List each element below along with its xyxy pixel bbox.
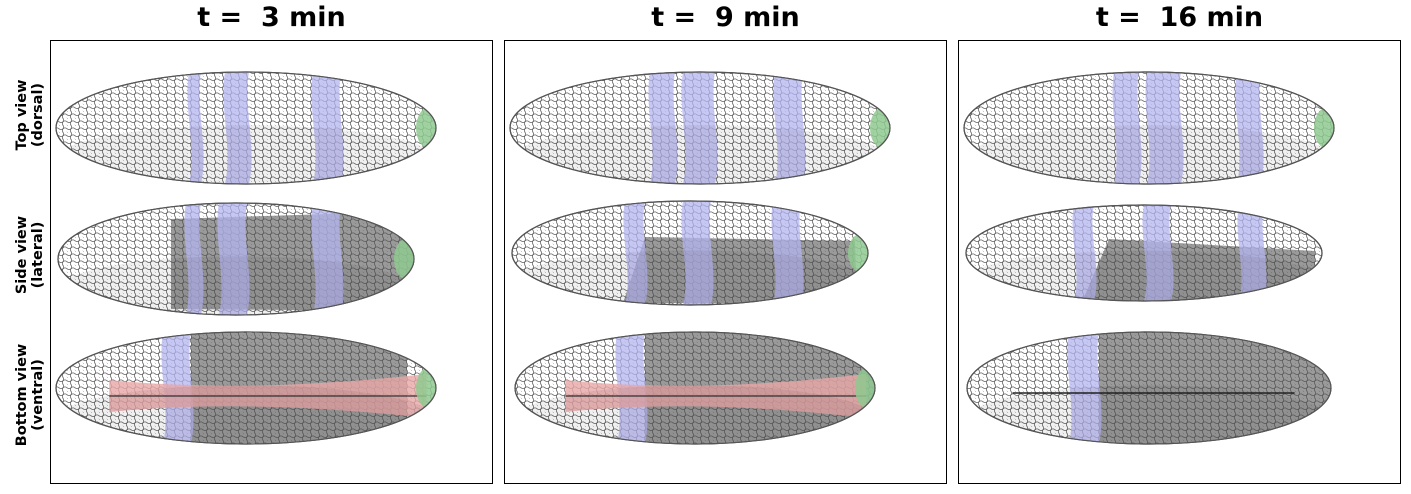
embryo-top-view-t9-stripe-2 (681, 72, 718, 184)
embryo-top-view-t9 (509, 71, 891, 185)
embryo-bottom-view-t3 (55, 331, 437, 445)
row-label-side-view: Side view (lateral) (14, 180, 46, 330)
embryo-side-view-t16 (965, 204, 1323, 302)
embryo-side-view-t9 (511, 200, 869, 306)
embryo-bottom-view-t9-posterior-pole (855, 366, 875, 410)
row-label-bottom-line2: (ventral) (30, 359, 46, 431)
embryo-bottom-view-t16-mesoderm-region (1099, 332, 1331, 444)
embryo-side-view-t9-stripe-2 (681, 201, 714, 305)
embryo-top-view-t3 (55, 71, 437, 185)
embryo-top-view-t3-stripe-3 (311, 72, 344, 184)
embryo-side-view-t3 (57, 202, 415, 316)
embryo-top-view-t3-stripe-2 (223, 72, 252, 184)
embryo-top-view-t9-stripe-1 (648, 72, 678, 184)
panel-t3 (50, 40, 493, 484)
row-label-side-line2: (lateral) (30, 221, 46, 289)
embryo-top-view-t9-stripe-3 (773, 72, 806, 184)
embryo-side-view-t3-stripe-2 (217, 203, 250, 315)
embryo-side-view-t9-stripe-3 (771, 201, 804, 305)
embryo-side-view-t9-posterior-pole (848, 233, 868, 273)
column-title-t16: t = 16 min (1095, 2, 1264, 33)
embryo-side-view-t16-stripe-1 (1072, 205, 1097, 301)
column-title-t3: t = 3 min (197, 2, 346, 33)
row-label-top-view: Top view (dorsal) (14, 40, 46, 190)
row-label-bottom-view: Bottom view (ventral) (14, 320, 46, 470)
embryo-top-view-t16-stripe-1 (1112, 72, 1142, 184)
panel-t9 (504, 40, 947, 484)
embryo-top-view-t16-posterior-pole (1314, 106, 1334, 150)
embryo-side-view-t16-stripe-3 (1237, 205, 1267, 301)
panel-t16 (958, 40, 1401, 484)
embryo-views-t3 (55, 71, 437, 445)
embryo-top-view-t9-posterior-pole (870, 106, 890, 150)
embryo-bottom-view-t9 (514, 331, 876, 445)
embryo-side-view-t9-stripe-1 (623, 201, 648, 305)
row-label-top-line1: Top view (14, 79, 30, 151)
embryo-side-view-t3-posterior-pole (394, 237, 414, 281)
embryo-side-view-t3-stripe-3 (311, 203, 344, 315)
embryo-bottom-view-t3-posterior-pole (416, 366, 436, 410)
embryo-top-view-t16-stripe-3 (1235, 72, 1264, 184)
column-title-t9: t = 9 min (651, 2, 800, 33)
embryo-side-view-t3-stripe-1 (184, 203, 204, 315)
embryo-top-view-t3-stripe-1 (187, 72, 204, 184)
embryo-side-view-t16-stripe-2 (1142, 205, 1174, 301)
embryo-top-view-t3-posterior-pole (416, 106, 436, 150)
embryo-bottom-view-t16-stripe-1 (1067, 332, 1102, 444)
embryo-views-t16 (963, 71, 1335, 445)
row-label-side-line1: Side view (14, 215, 30, 295)
row-label-bottom-line1: Bottom view (14, 343, 30, 447)
embryo-bottom-view-t16 (966, 331, 1332, 445)
embryo-views-t9 (509, 71, 891, 445)
embryo-top-view-t16 (963, 71, 1335, 185)
embryo-top-view-t16-stripe-2 (1145, 72, 1184, 184)
row-label-top-line2: (dorsal) (30, 82, 46, 148)
